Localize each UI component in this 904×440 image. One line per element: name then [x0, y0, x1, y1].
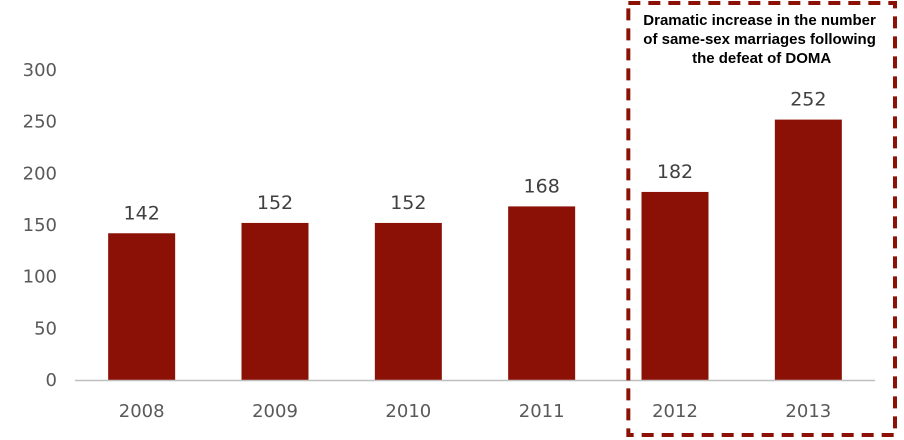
- y-tick-label: 200: [23, 163, 57, 184]
- x-tick-label-2009: 2009: [252, 401, 298, 422]
- y-axis: 0 50 100 150 200 250 300: [23, 60, 57, 391]
- y-tick-label: 50: [34, 318, 57, 339]
- bar-2010: [374, 222, 442, 380]
- data-label-2013: 252: [790, 89, 826, 111]
- x-axis: 2008 2009 2010 2011 2012 2013: [119, 401, 831, 422]
- data-label-2010: 152: [390, 192, 426, 214]
- data-label-2008: 142: [124, 202, 160, 224]
- bars: [108, 119, 842, 380]
- x-tick-label-2010: 2010: [385, 401, 431, 422]
- annotation-line-2: of same-sex marriages following: [643, 31, 876, 48]
- x-tick-label-2011: 2011: [519, 401, 565, 422]
- data-label-2011: 168: [524, 175, 560, 197]
- bar-2008: [108, 233, 176, 380]
- y-tick-label: 100: [23, 267, 57, 288]
- data-label-2009: 152: [257, 192, 293, 214]
- bar-2013: [774, 119, 842, 380]
- x-tick-label-2008: 2008: [119, 401, 165, 422]
- annotation-line-3: the defeat of DOMA: [692, 50, 831, 67]
- annotation-box: Dramatic increase in the number of same-…: [626, 1, 897, 437]
- annotation-line-1: Dramatic increase in the number: [643, 12, 876, 29]
- y-tick-label: 0: [46, 370, 57, 391]
- y-tick-label: 300: [23, 60, 57, 81]
- y-tick-label: 250: [23, 112, 57, 133]
- x-tick-label-2013: 2013: [785, 401, 831, 422]
- y-tick-label: 150: [23, 215, 57, 236]
- data-label-2012: 182: [657, 161, 693, 183]
- data-labels: 142 152 152 168 182 252: [124, 89, 827, 225]
- x-tick-label-2012: 2012: [652, 401, 698, 422]
- bar-2011: [508, 206, 576, 380]
- bar-2009: [241, 222, 309, 380]
- annotation-text: Dramatic increase in the number of same-…: [643, 12, 880, 67]
- annotation-border: [626, 1, 897, 437]
- bar-2012: [641, 191, 709, 380]
